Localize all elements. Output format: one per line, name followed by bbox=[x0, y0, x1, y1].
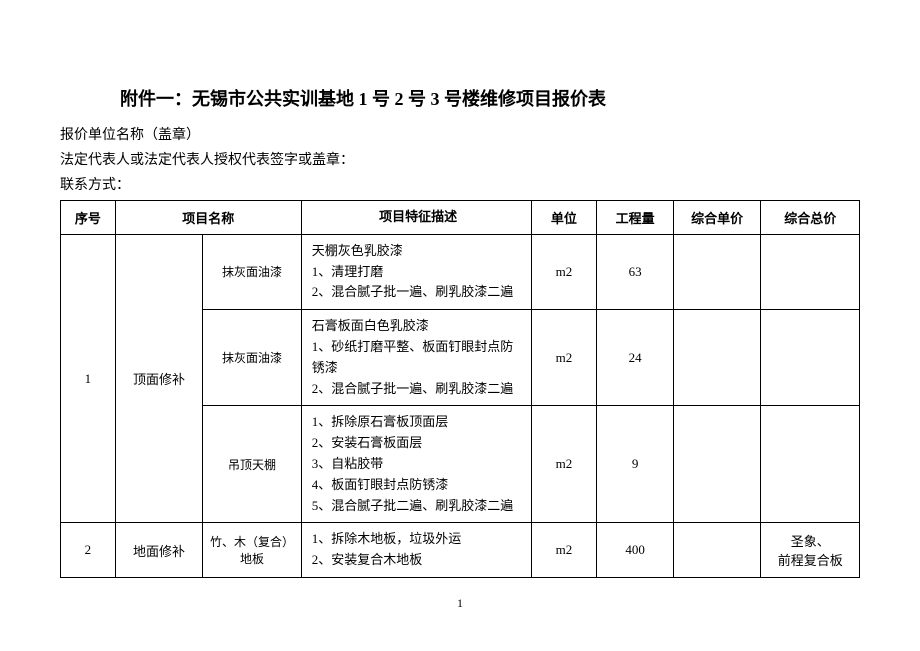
col-header-desc: 项目特征描述 bbox=[301, 201, 531, 235]
cell-sub-item: 竹、木（复合）地板 bbox=[203, 523, 302, 578]
table-row: 1顶面修补抹灰面油漆天棚灰色乳胶漆1、清理打磨2、混合腻子批一遍、刷乳胶漆二遍m… bbox=[61, 234, 860, 309]
col-header-unit: 单位 bbox=[531, 201, 597, 235]
cell-unit-price bbox=[673, 310, 761, 406]
cell-quantity: 9 bbox=[597, 406, 674, 523]
cell-seq: 1 bbox=[61, 234, 116, 523]
cell-unit-price bbox=[673, 406, 761, 523]
cell-seq: 2 bbox=[61, 523, 116, 578]
quotation-table: 序号 项目名称 项目特征描述 单位 工程量 综合单价 综合总价 1顶面修补抹灰面… bbox=[60, 200, 860, 578]
cell-quantity: 24 bbox=[597, 310, 674, 406]
cell-description: 石膏板面白色乳胶漆1、砂纸打磨平整、板面钉眼封点防锈漆2、混合腻子批一遍、刷乳胶… bbox=[301, 310, 531, 406]
page-number: 1 bbox=[60, 596, 860, 611]
cell-unit-price bbox=[673, 234, 761, 309]
cell-total-price bbox=[761, 234, 860, 309]
contact-info: 联系方式： bbox=[60, 175, 860, 196]
col-header-total-price: 综合总价 bbox=[761, 201, 860, 235]
cell-unit: m2 bbox=[531, 234, 597, 309]
cell-description: 1、拆除原石膏板顶面层2、安装石膏板面层3、自粘胶带4、板面钉眼封点防锈漆5、混… bbox=[301, 406, 531, 523]
document-title: 附件一：无锡市公共实训基地 1 号 2 号 3 号楼维修项目报价表 bbox=[120, 85, 860, 111]
table-body: 1顶面修补抹灰面油漆天棚灰色乳胶漆1、清理打磨2、混合腻子批一遍、刷乳胶漆二遍m… bbox=[61, 234, 860, 577]
table-header-row: 序号 项目名称 项目特征描述 单位 工程量 综合单价 综合总价 bbox=[61, 201, 860, 235]
col-header-unit-price: 综合单价 bbox=[673, 201, 761, 235]
quoting-unit-name: 报价单位名称（盖章） bbox=[60, 125, 860, 146]
legal-representative-sign: 法定代表人或法定代表人授权代表签字或盖章： bbox=[60, 150, 860, 171]
cell-quantity: 400 bbox=[597, 523, 674, 578]
cell-description: 1、拆除木地板，垃圾外运2、安装复合木地板 bbox=[301, 523, 531, 578]
cell-unit-price bbox=[673, 523, 761, 578]
cell-quantity: 63 bbox=[597, 234, 674, 309]
cell-unit: m2 bbox=[531, 310, 597, 406]
cell-project-name: 顶面修补 bbox=[115, 234, 203, 523]
cell-sub-item: 吊顶天棚 bbox=[203, 406, 302, 523]
col-header-qty: 工程量 bbox=[597, 201, 674, 235]
cell-total-price bbox=[761, 310, 860, 406]
table-row: 2地面修补竹、木（复合）地板1、拆除木地板，垃圾外运2、安装复合木地板m2400… bbox=[61, 523, 860, 578]
cell-description: 天棚灰色乳胶漆1、清理打磨2、混合腻子批一遍、刷乳胶漆二遍 bbox=[301, 234, 531, 309]
cell-unit: m2 bbox=[531, 406, 597, 523]
cell-total-price: 圣象、前程复合板 bbox=[761, 523, 860, 578]
cell-sub-item: 抹灰面油漆 bbox=[203, 310, 302, 406]
cell-sub-item: 抹灰面油漆 bbox=[203, 234, 302, 309]
col-header-seq: 序号 bbox=[61, 201, 116, 235]
cell-total-price bbox=[761, 406, 860, 523]
cell-project-name: 地面修补 bbox=[115, 523, 203, 578]
col-header-name: 项目名称 bbox=[115, 201, 301, 235]
cell-unit: m2 bbox=[531, 523, 597, 578]
